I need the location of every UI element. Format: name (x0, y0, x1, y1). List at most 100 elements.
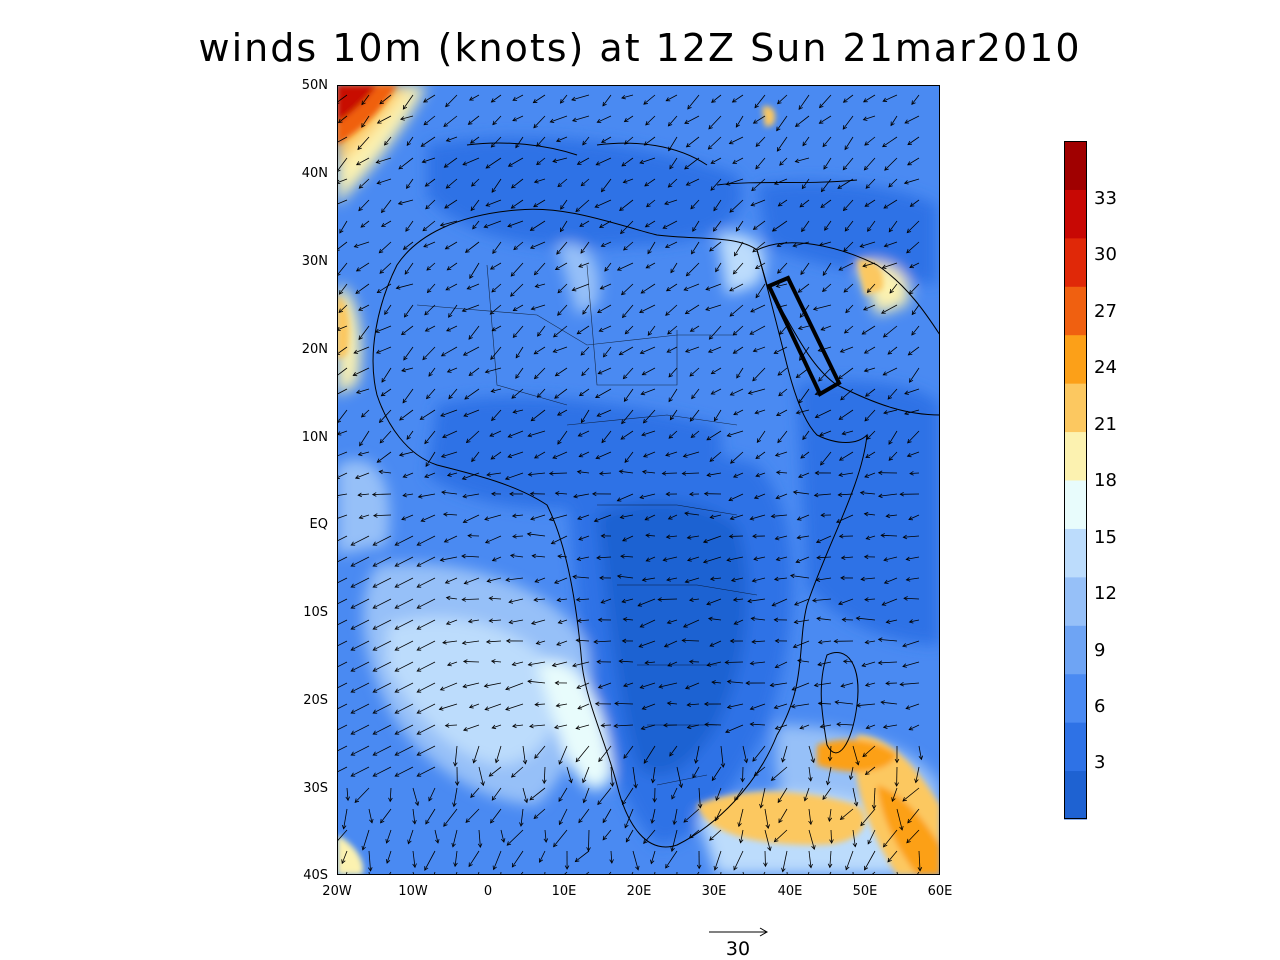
wind-arrow-head (407, 839, 412, 845)
wind-arrow (577, 514, 590, 520)
wind-arrow-head (446, 472, 452, 477)
wind-arrow-head (491, 724, 497, 730)
wind-arrow-head (755, 293, 760, 299)
wind-arrow-head (836, 722, 841, 727)
wind-arrow-head (888, 182, 893, 188)
wind-arrow (843, 660, 854, 663)
wind-arrow-head (489, 310, 495, 315)
wind-arrow (753, 346, 766, 352)
wind-arrow-head (812, 598, 817, 603)
wind-arrow (617, 575, 634, 579)
wind-arrow (575, 745, 590, 762)
wind-arrow (713, 409, 722, 422)
wind-arrow (907, 451, 920, 457)
wind-arrow-head (359, 441, 364, 447)
wind-arrow (554, 388, 568, 399)
wind-arrow-head (837, 492, 843, 497)
wind-arrow-head (492, 865, 497, 871)
wind-arrow (622, 787, 634, 805)
wind-arrow (862, 262, 876, 267)
wind-arrow-head (686, 535, 692, 540)
wind-arrow-head (706, 601, 711, 606)
wind-arrow-head (379, 438, 385, 444)
wind-arrow (692, 766, 700, 778)
wind-arrow-head (557, 439, 562, 445)
wind-arrow-head (510, 184, 516, 189)
wind-arrow-head (422, 226, 428, 232)
wind-arrow (867, 829, 876, 845)
wind-arrow (817, 661, 832, 666)
wind-arrow (598, 745, 612, 762)
wind-arrow (388, 871, 392, 875)
wind-arrow-head (575, 207, 580, 213)
wind-arrow (533, 808, 546, 819)
wind-arrow (372, 682, 392, 693)
wind-arrow (686, 178, 700, 186)
wind-arrow (862, 325, 876, 335)
wind-arrow (705, 304, 722, 311)
wind-arrow (510, 554, 524, 558)
wind-arrow-head (703, 701, 709, 707)
wind-arrow (573, 493, 590, 498)
wind-arrow (907, 808, 920, 824)
wind-arrow (819, 241, 832, 246)
wind-arrow (509, 619, 524, 624)
wind-arrow-head (462, 659, 468, 664)
wind-arrow (337, 451, 348, 457)
wind-arrow-head (529, 796, 535, 801)
wind-arrow-head (816, 555, 821, 560)
wind-arrow (491, 94, 502, 103)
lat-label: EQ (309, 517, 328, 532)
wind-arrow (572, 283, 590, 291)
wind-arrow-head (530, 416, 536, 422)
wind-arrow-head (622, 374, 628, 380)
wind-arrow-head (827, 756, 833, 762)
wind-arrow-head (860, 821, 865, 827)
wind-arrow-head (376, 119, 382, 124)
wind-arrow-head (507, 453, 513, 459)
wind-arrow-head (512, 117, 517, 122)
wind-arrow-head (353, 243, 359, 248)
wind-arrow-head (577, 515, 582, 520)
wind-arrow-head (416, 730, 422, 735)
wind-arrow-head (800, 270, 805, 276)
wind-arrow (890, 115, 898, 126)
wind-arrow (808, 808, 812, 825)
wind-arrow-head (582, 310, 587, 315)
wind-arrow (882, 598, 898, 606)
wind-arrow-head (623, 246, 628, 251)
wind-arrow-head (394, 625, 400, 630)
wind-arrow (842, 115, 854, 130)
wind-arrow (566, 766, 572, 783)
wind-arrow-head (865, 535, 871, 540)
wind-arrow-head (554, 680, 560, 686)
wind-arrow (779, 157, 788, 166)
wind-arrow-head (602, 835, 607, 841)
wind-arrow-head (781, 867, 786, 873)
wind-arrow-head (908, 726, 914, 731)
wind-arrow (906, 829, 920, 843)
wind-arrow-head (747, 390, 753, 395)
wind-arrow (423, 94, 436, 103)
wind-arrow-head (368, 867, 373, 872)
wind-arrow-head (426, 266, 431, 271)
wind-arrow-head (438, 706, 444, 711)
wind-arrow-head (402, 104, 408, 110)
wind-arrow-head (650, 819, 655, 824)
wind-arrow-head (420, 517, 426, 522)
wind-arrow (665, 850, 678, 869)
wind-arrow (695, 745, 700, 764)
wind-arrow-head (533, 123, 538, 129)
wind-arrow (416, 766, 436, 777)
wind-arrow-head (576, 618, 582, 623)
wind-arrow-head (844, 145, 849, 151)
wind-arrow (381, 367, 392, 383)
wind-arrow (715, 262, 722, 272)
colorbar-block (1064, 770, 1087, 820)
colorbar-block (1064, 625, 1087, 675)
wind-arrow (425, 199, 436, 210)
wind-arrow-head (512, 306, 518, 311)
wind-arrow-head (669, 751, 674, 757)
wind-arrow (664, 640, 678, 648)
wind-arrow (341, 850, 348, 864)
